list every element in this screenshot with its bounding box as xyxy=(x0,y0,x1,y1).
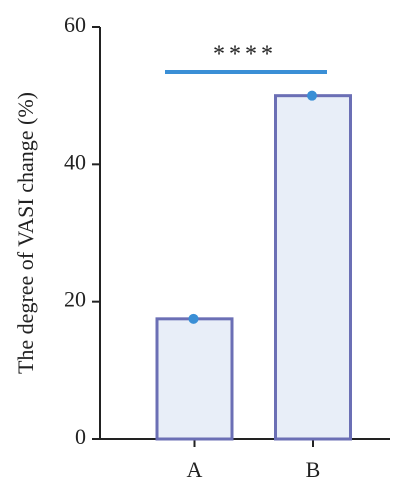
y-axis-label: The degree of VASI change (%) xyxy=(13,92,38,374)
data-point xyxy=(188,313,199,324)
y-tick-label: 40 xyxy=(64,149,86,174)
bar xyxy=(155,317,234,441)
x-tick-label: B xyxy=(306,457,321,482)
y-tick-label: 0 xyxy=(75,424,86,449)
bar xyxy=(274,94,352,441)
y-tick-label: 20 xyxy=(64,287,86,312)
y-tick-label: 60 xyxy=(64,12,86,37)
annotation: **** xyxy=(213,42,277,68)
data-point xyxy=(307,90,317,101)
x-tick-label: A xyxy=(187,457,203,482)
